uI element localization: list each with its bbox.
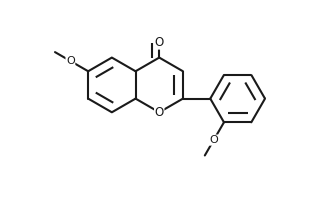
Text: O: O (209, 135, 218, 145)
Text: O: O (155, 106, 164, 119)
Text: O: O (155, 36, 164, 49)
Text: O: O (66, 56, 75, 66)
